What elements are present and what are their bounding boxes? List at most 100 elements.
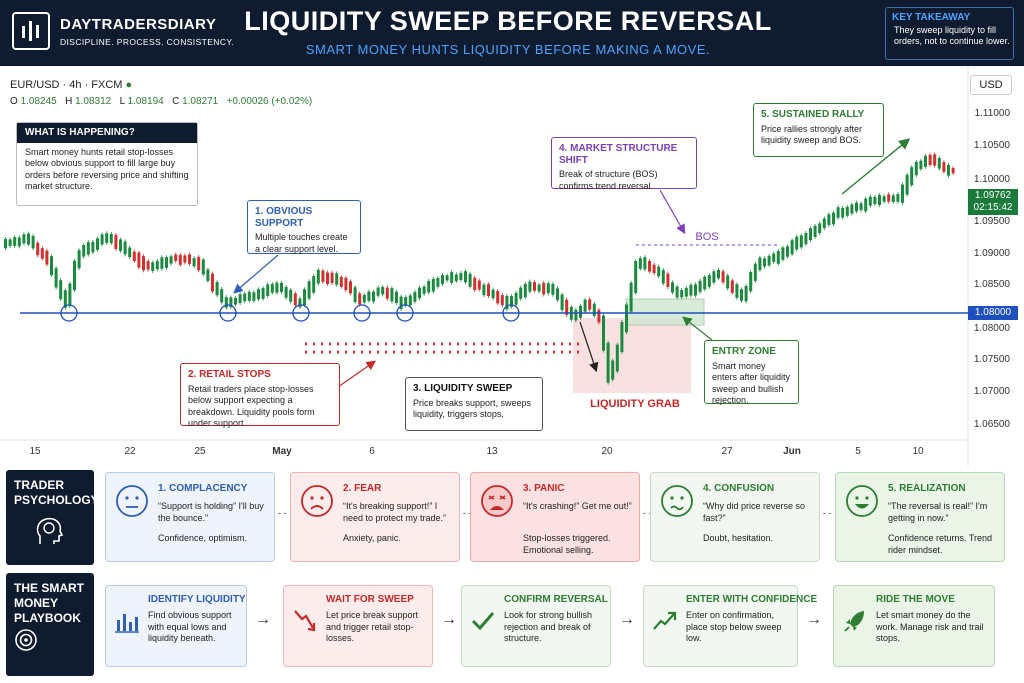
candle-body [275,282,279,293]
playbook-card: ENTER WITH CONFIDENCE Enter on confirmati… [643,585,817,667]
candle-body [77,250,81,269]
candle-body [45,250,49,265]
candle-body [924,155,927,167]
playbook-card-title: CONFIRM REVERSAL [504,594,608,605]
playbook-card: CONFIRM REVERSAL Look for strong bullish … [461,585,611,667]
candle-body [648,261,651,272]
head-brain-icon [36,517,64,544]
psychology-card-quote: “It's crashing!” Get me out!” [523,501,632,511]
candle-body [165,257,168,268]
candle-body [592,303,596,316]
candle-body [169,256,173,264]
candle-body [252,292,256,301]
obvious-support-title: 1. OBVIOUS SUPPORT [255,206,313,229]
candle-body [312,276,316,293]
candle-body [896,194,900,202]
psychology-card-note: Doubt, hesitation. [703,533,774,543]
candle-body [270,284,274,293]
candle-body [335,273,339,285]
candle-body [13,237,17,246]
candle-body [183,255,187,263]
x-tick-label: 15 [29,446,41,457]
candle-body [565,299,569,315]
support-pointer-arrow [233,254,279,294]
candle-body [431,278,435,292]
market-structure-shift-callout: 4. MARKET STRUCTURE SHIFT Break of struc… [551,137,697,191]
support-touch-marker [292,304,310,322]
candle-body [597,309,601,323]
support-touch-marker [396,304,414,322]
candle-body [229,297,233,307]
psychology-card-title: 5. REALIZATION [888,483,966,494]
entry-zone-callout: ENTRY ZONE Smart money enters after liqu… [704,340,799,405]
candle-body [850,204,854,214]
candle-body [671,282,674,293]
candle-body [257,289,260,300]
support-touch-marker [60,304,78,322]
candle-body [776,251,780,264]
candle-body [73,260,76,291]
candle-body [418,287,421,299]
psychology-card-quote: “Why did price reverse so fast?” [703,501,806,523]
candle-body [132,251,136,262]
candle-body [730,280,734,293]
candle-body [638,258,642,269]
candle-body [620,322,624,353]
liquidity-sweep-text: Price breaks support, sweeps liquidity, … [413,397,532,420]
candle-body [50,256,53,276]
flow-arrow-icon: → [806,611,822,628]
trend-up-icon [652,608,678,638]
structure-shift-text: Break of structure (BOS) confirms trend … [559,169,658,191]
candle-body [818,223,822,234]
candle-body [454,274,458,282]
candle-body [413,291,417,302]
change-value: +0.00026 (+0.02%) [226,96,313,107]
x-tick-label: 25 [194,446,206,457]
y-tick-label: 1.10500 [973,140,1010,151]
high-value: 1.08312 [75,96,112,107]
candle-body [468,273,472,287]
candle-body [786,246,789,257]
target-icon [15,629,37,651]
candle-body [427,280,431,293]
candle-body [560,294,564,311]
x-tick-label: Jun [783,446,801,457]
candle-body [344,277,348,291]
candle-body [201,259,205,275]
candle-body [477,280,481,290]
candle-body [625,304,628,333]
playbook-card-text: Let price break support and trigger reta… [326,610,419,643]
candle-body [142,256,145,271]
candle-body [114,234,118,250]
candle-body [510,296,513,307]
candle-body [137,252,141,268]
playbook-card-title: ENTER WITH CONFIDENCE [686,594,818,605]
candle-body [583,299,587,312]
candle-body [799,235,803,248]
candle-body [859,203,863,211]
currency-button[interactable]: USD [970,75,1012,95]
flow-arrow-icon: - - → [278,508,298,518]
candle-body [864,198,868,212]
symbol-info[interactable]: EUR/USD · 4h · FXCM ● [10,79,132,91]
candle-body [326,272,329,284]
candle-body [188,254,191,264]
candle-body [878,195,881,205]
candle-body [868,196,872,206]
bos-label: BOS [695,231,718,243]
sustained-rally-callout: 5. SUSTAINED RALLY Price rallies strongl… [753,103,884,157]
candle-body [717,269,720,279]
playbook-row-label: THE SMART MONEY PLAYBOOK [6,573,94,676]
candle-body [54,268,58,288]
sweep-pointer-arrow [579,321,599,373]
candle-body [698,280,702,292]
candle-body [174,254,178,261]
panic-face-icon [479,483,515,523]
candle-body [887,194,891,202]
down-arrow-icon [292,608,318,638]
candle-body [602,315,605,351]
brand-tagline: DISCIPLINE. PROCESS. CONSISTENCY. [60,37,235,47]
psychology-row-label: TRADER PSYCHOLOGY [6,470,99,565]
candle-body [289,289,293,302]
